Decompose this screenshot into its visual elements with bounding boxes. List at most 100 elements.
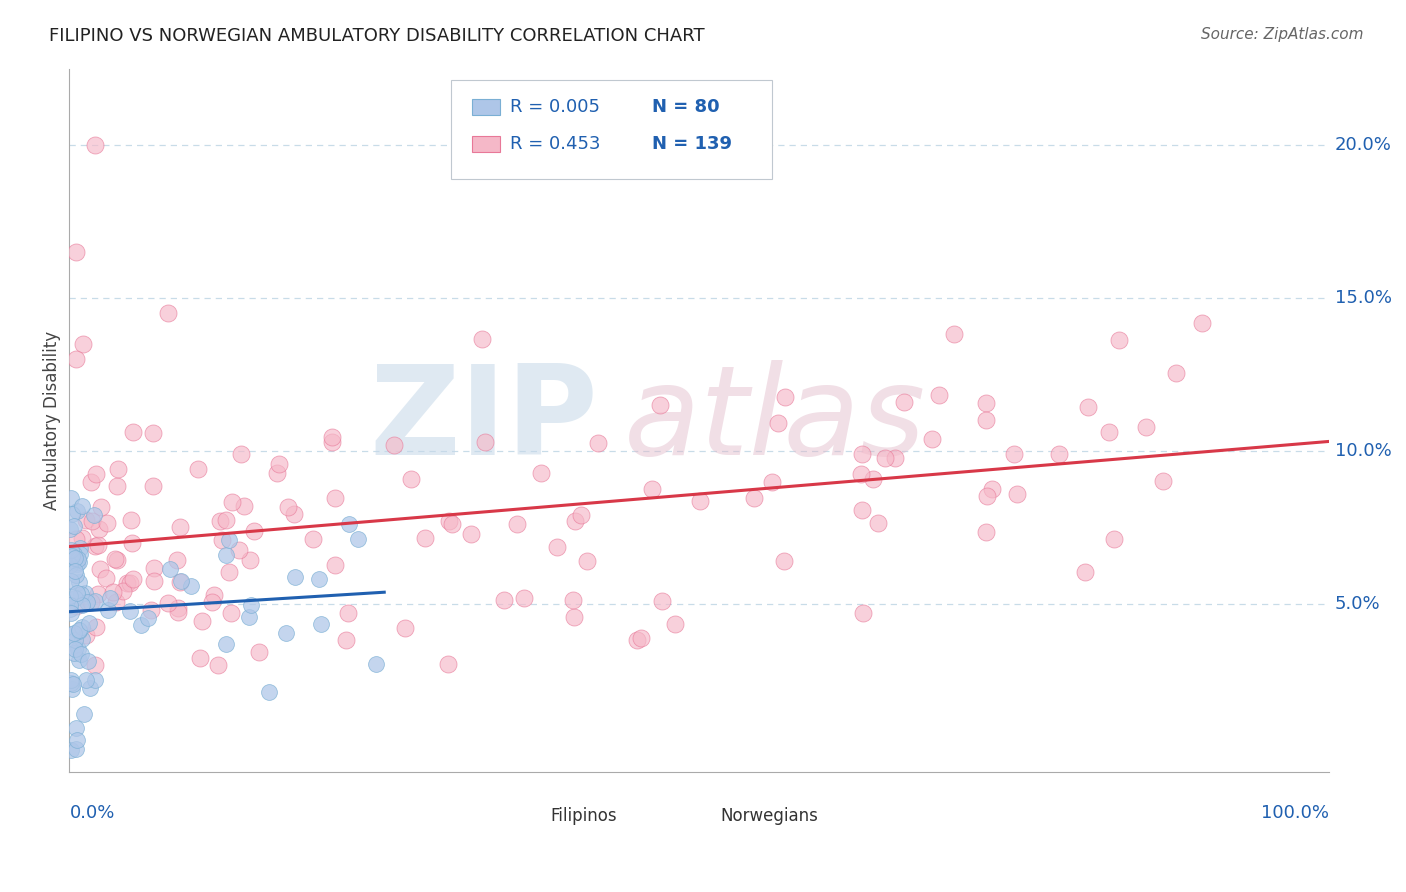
FancyBboxPatch shape [451, 80, 772, 179]
Point [67, 653, 90, 667]
Point [76, 654, 98, 668]
Point [84, 138, 107, 153]
Point [89, 562, 111, 576]
Point [474, 434, 496, 449]
Point [170, 574, 193, 589]
Point [321, 435, 343, 450]
Point [63, 519, 86, 533]
Y-axis label: Ambulatory Disability: Ambulatory Disability [44, 331, 60, 509]
Point [79, 616, 101, 631]
Point [59, 599, 82, 613]
Point [87, 538, 110, 552]
Point [75, 514, 97, 528]
Point [211, 533, 233, 547]
Point [852, 607, 875, 621]
Point [308, 572, 330, 586]
FancyBboxPatch shape [520, 809, 550, 822]
Point [72, 599, 94, 613]
Point [215, 513, 238, 527]
Point [311, 617, 333, 632]
Point [269, 457, 291, 471]
Point [59, 522, 82, 536]
Point [399, 472, 422, 486]
Point [167, 605, 190, 619]
Point [259, 685, 281, 699]
Point [66, 552, 89, 566]
Point [87, 587, 110, 601]
Point [69, 541, 91, 555]
Point [59, 673, 82, 688]
Point [336, 606, 359, 620]
Point [98, 591, 121, 606]
Text: N = 80: N = 80 [652, 98, 720, 116]
Point [65, 245, 87, 260]
Point [974, 524, 997, 539]
Point [928, 388, 950, 402]
Point [120, 513, 142, 527]
Point [851, 447, 873, 461]
Point [766, 416, 789, 430]
Text: R = 0.453: R = 0.453 [510, 135, 600, 153]
Point [238, 610, 260, 624]
Point [59, 589, 82, 603]
Point [413, 531, 436, 545]
Text: 20.0%: 20.0% [1334, 136, 1392, 154]
Point [460, 527, 482, 541]
Point [849, 467, 872, 482]
Point [72, 336, 94, 351]
Point [943, 326, 966, 341]
Point [471, 332, 494, 346]
Text: atlas: atlas [623, 359, 925, 481]
Point [761, 475, 783, 490]
Text: R = 0.005: R = 0.005 [510, 98, 600, 116]
Point [494, 593, 516, 607]
Text: FILIPINO VS NORWEGIAN AMBULATORY DISABILITY CORRELATION CHART: FILIPINO VS NORWEGIAN AMBULATORY DISABIL… [49, 27, 704, 45]
Point [546, 541, 568, 555]
Point [96, 516, 118, 530]
Point [65, 568, 87, 582]
Point [83, 508, 105, 522]
Point [121, 536, 143, 550]
Text: 0.0%: 0.0% [69, 804, 115, 822]
Point [136, 611, 159, 625]
Point [83, 540, 105, 554]
Point [742, 491, 765, 506]
Point [65, 532, 87, 546]
Text: Filipinos: Filipinos [550, 806, 617, 824]
Text: 100.0%: 100.0% [1261, 804, 1329, 822]
Point [141, 479, 163, 493]
Point [323, 491, 346, 505]
Point [63, 642, 86, 657]
Point [321, 430, 343, 444]
Point [337, 516, 360, 531]
Point [283, 507, 305, 521]
Point [201, 595, 224, 609]
Point [76, 673, 98, 688]
Point [142, 574, 165, 589]
Point [62, 677, 84, 691]
Point [689, 493, 711, 508]
Point [169, 520, 191, 534]
Point [139, 603, 162, 617]
Point [107, 461, 129, 475]
Point [75, 628, 97, 642]
Point [73, 706, 96, 721]
Point [63, 633, 86, 648]
Point [67, 575, 90, 590]
Point [63, 625, 86, 640]
Point [974, 396, 997, 410]
Point [67, 624, 90, 639]
Point [84, 467, 107, 482]
Point [228, 542, 250, 557]
Point [83, 594, 105, 608]
Point [506, 517, 529, 532]
Point [70, 632, 93, 647]
Point [576, 554, 599, 568]
Point [1135, 420, 1157, 434]
Point [191, 615, 214, 629]
Point [65, 599, 87, 613]
Point [122, 425, 145, 439]
Point [893, 394, 915, 409]
Point [586, 436, 609, 450]
Point [238, 553, 260, 567]
